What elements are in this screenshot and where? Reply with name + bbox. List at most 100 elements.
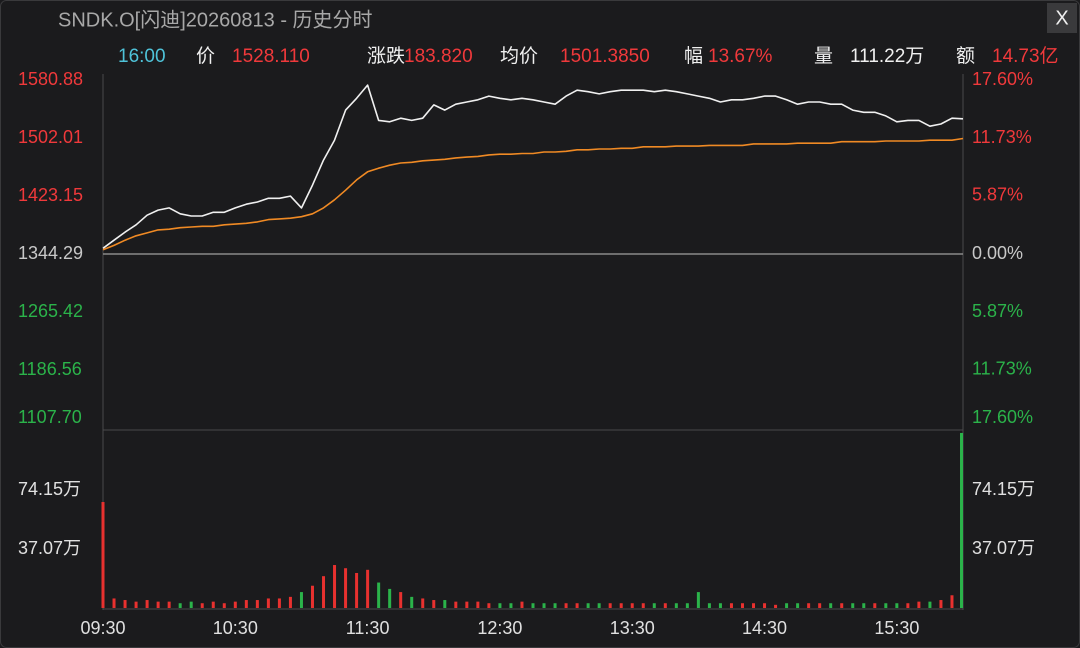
y-tick-label: 1265.42 (18, 301, 83, 321)
volume-bar (862, 603, 866, 608)
volume-bar (564, 603, 568, 608)
volume-bar (619, 603, 623, 608)
volume-bar (178, 603, 182, 608)
quote-value: 111.22万 (850, 46, 924, 67)
volume-bar (288, 596, 292, 608)
y2-tick-label: 17.60% (972, 69, 1033, 89)
close-button[interactable]: X (1047, 3, 1077, 33)
vol-tick-label-right: 74.15万 (972, 479, 1035, 499)
x-tick-label: 15:30 (874, 618, 919, 638)
volume-bar (939, 600, 943, 608)
volume-bar (244, 600, 248, 608)
volume-bar (255, 600, 259, 608)
volume-bar (917, 601, 921, 608)
volume-bar (884, 603, 888, 608)
volume-bar (752, 603, 756, 608)
volume-bar (366, 569, 370, 608)
volume-bar (685, 603, 689, 608)
volume-bar (586, 603, 590, 608)
y-tick-label: 1107.70 (18, 407, 82, 427)
y2-tick-label: 11.73% (972, 127, 1032, 147)
volume-bar (553, 603, 557, 608)
volume-bar (740, 603, 744, 608)
y2-tick-label: 0.00% (972, 243, 1023, 263)
x-tick-label: 13:30 (610, 618, 655, 638)
volume-bar (509, 603, 513, 608)
vol-tick-label-left: 74.15万 (18, 479, 81, 499)
volume-bar (895, 603, 899, 608)
y-tick-label: 1580.88 (18, 69, 83, 89)
quote-label: 量 (814, 46, 833, 67)
y2-tick-label: 5.87% (972, 301, 1023, 321)
volume-bar (322, 576, 326, 608)
volume-bar (266, 598, 270, 608)
volume-bar (189, 601, 193, 608)
volume-bar (718, 603, 722, 608)
volume-bar (277, 598, 281, 608)
volume-bar (950, 595, 954, 608)
y2-tick-label: 5.87% (972, 185, 1023, 205)
x-tick-label: 14:30 (742, 618, 787, 638)
y-tick-label: 1423.15 (18, 185, 83, 205)
x-tick-label: 10:30 (213, 618, 258, 638)
price-line (102, 137, 964, 251)
volume-bar (377, 582, 381, 608)
quote-label: 额 (956, 45, 975, 67)
x-tick-label: 09:30 (80, 618, 125, 638)
volume-bar (674, 603, 678, 608)
quote-label: 价 (196, 46, 215, 67)
volume-bar (101, 502, 105, 608)
volume-bar (443, 600, 447, 608)
volume-bar (641, 603, 645, 608)
quote-label: 均价 (500, 45, 538, 67)
close-label[interactable]: X (1055, 7, 1068, 29)
volume-bar (652, 603, 656, 608)
volume-bar (388, 588, 392, 608)
quote-value: 183.820 (404, 46, 473, 67)
y-tick-label: 1502.01 (18, 127, 83, 147)
quote-value: 1528.110 (232, 46, 310, 67)
volume-bar (575, 603, 579, 608)
volume-bar (763, 603, 767, 608)
volume-bar (112, 598, 116, 608)
volume-bar (310, 585, 314, 608)
y-tick-label: 1186.56 (18, 359, 82, 379)
volume-bar (123, 600, 127, 608)
volume-bar (333, 565, 337, 608)
volume-bar (465, 601, 469, 608)
volume-bar (344, 568, 348, 608)
volume-bar (608, 603, 612, 608)
y2-tick-label: 11.73% (972, 359, 1032, 379)
volume-bar (531, 603, 535, 608)
volume-bar (851, 603, 855, 608)
volume-bar (960, 432, 963, 608)
vol-tick-label-right: 37.07万 (972, 538, 1035, 558)
volume-bar (696, 592, 700, 608)
volume-bar (729, 603, 733, 608)
volume-bar (873, 603, 877, 608)
volume-bar (796, 603, 800, 608)
volume-bar (597, 603, 601, 608)
volume-bar (233, 601, 237, 608)
volume-bar (454, 601, 458, 608)
x-tick-label: 11:30 (346, 618, 390, 638)
volume-bar (663, 603, 667, 608)
volume-bar (542, 603, 546, 608)
volume-bar (200, 603, 204, 608)
volume-bar (156, 601, 160, 608)
volume-bar (145, 600, 149, 608)
volume-bar (818, 603, 822, 608)
close-button-bg[interactable] (1047, 3, 1077, 33)
quote-time: 16:00 (118, 46, 166, 67)
volume-bar (421, 598, 425, 608)
volume-bar (928, 601, 932, 608)
quote-value: 13.67% (708, 46, 773, 67)
volume-bar (410, 596, 414, 608)
volume-bar (520, 601, 524, 608)
y-tick-label: 1344.29 (18, 243, 83, 263)
volume-bar (299, 592, 303, 608)
quote-label: 幅 (684, 45, 703, 67)
volume-bar (498, 603, 502, 608)
volume-bar (840, 603, 844, 608)
